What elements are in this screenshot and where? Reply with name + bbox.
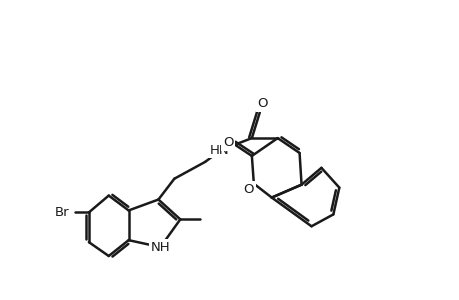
Text: HN: HN (209, 143, 229, 157)
Text: NH: NH (150, 241, 170, 254)
Text: O: O (222, 136, 233, 148)
Text: O: O (243, 183, 253, 196)
Text: O: O (257, 97, 268, 110)
Text: Br: Br (54, 206, 69, 219)
